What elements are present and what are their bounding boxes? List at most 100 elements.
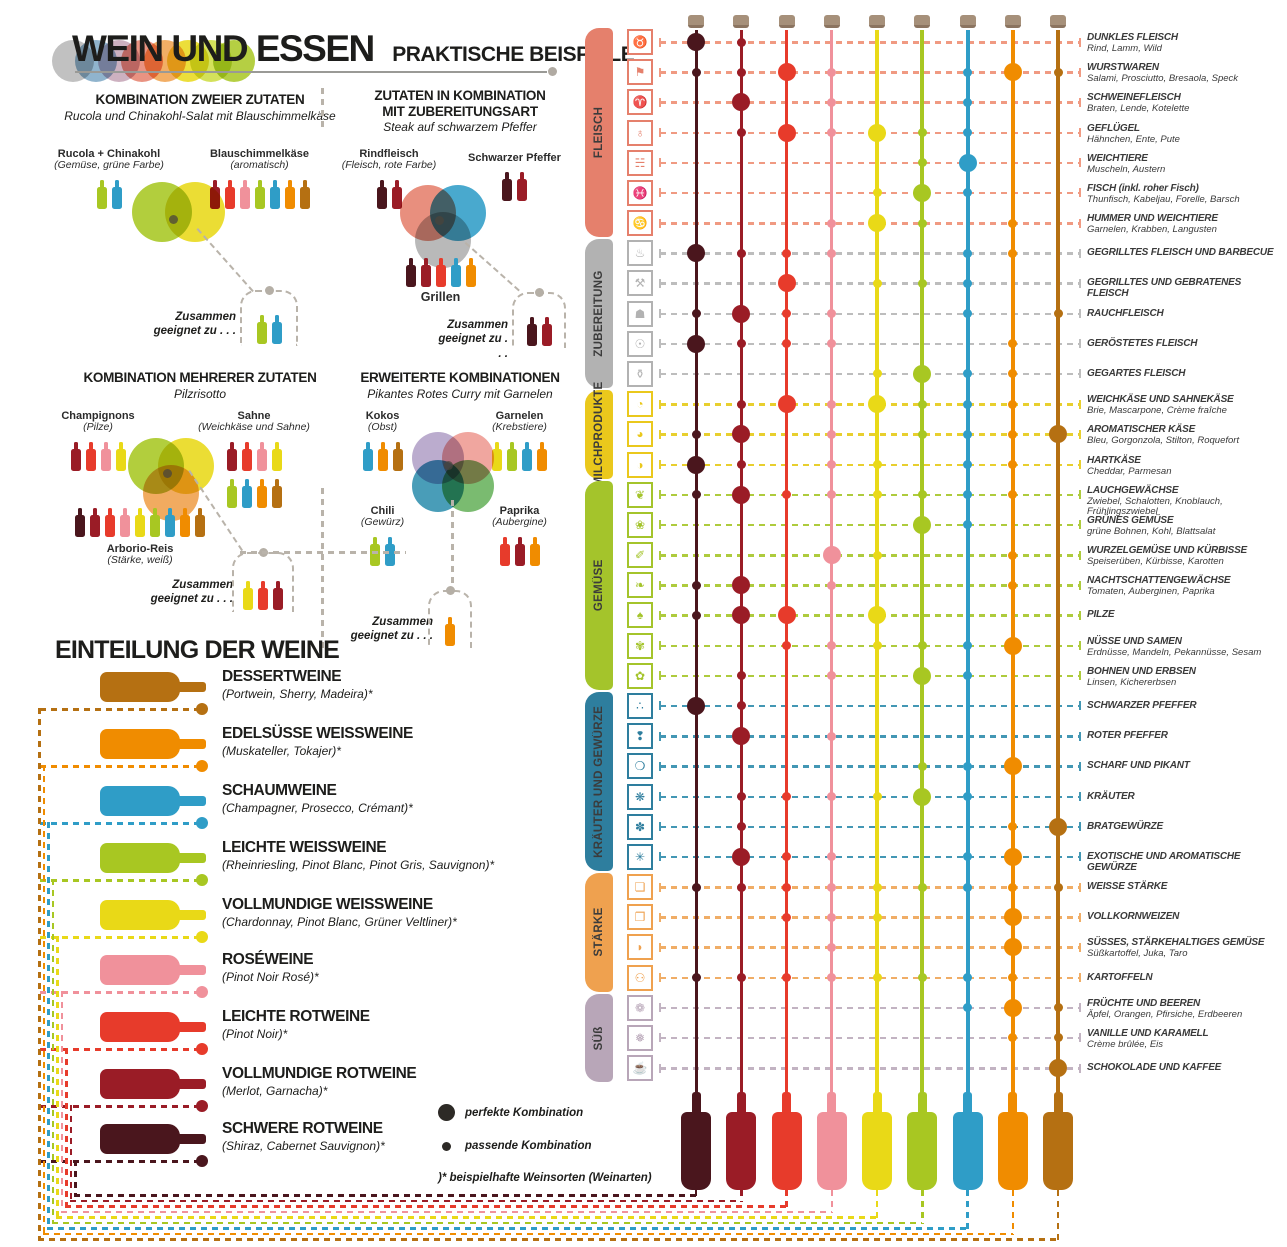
- perfect-combination-dot: [687, 33, 705, 51]
- fitting-combination-dot: [872, 278, 882, 288]
- food-row-label: WEICHKÄSE UND SAHNEKÄSE Brie, Mascarpone,…: [1087, 394, 1285, 416]
- wine-dashed-line: [40, 1160, 198, 1163]
- fitting-combination-dot: [736, 339, 746, 349]
- fitting-combination-dot: [872, 882, 882, 892]
- bus-horizontal: [47, 1227, 968, 1230]
- row-tick-right: [1079, 460, 1081, 470]
- wine-bottle-horizontal: [100, 1069, 206, 1099]
- fitting-combination-dot: [963, 399, 972, 409]
- food-row-label: VOLLKORNWEIZEN: [1087, 911, 1285, 922]
- row-tick-left: [659, 520, 661, 530]
- fitting-combination-dot: [1008, 339, 1018, 349]
- fitting-combination-dot: [1008, 460, 1018, 470]
- food-name: GRÜNES GEMÜSE: [1087, 514, 1174, 526]
- fitting-combination-dot: [827, 309, 837, 319]
- bus-vertical: [56, 936, 59, 1216]
- wine-name: ROSÉWEINE: [222, 951, 314, 968]
- perfect-combination-dot: [687, 455, 705, 474]
- fitting-combination-dot: [1008, 580, 1018, 590]
- fitting-combination-dot: [736, 248, 746, 258]
- fitting-combination-dot: [1008, 550, 1018, 560]
- result-label: Zusammen geeignet zu . . .: [438, 319, 508, 360]
- fitting-combination-dot: [827, 429, 837, 439]
- row-tick-right: [1079, 671, 1081, 681]
- wine-text: VOLLMUNDIGE ROTWEINE (Merlot, Garnacha)*: [222, 1065, 542, 1098]
- bus-column-stub: [740, 1190, 743, 1202]
- panel-heading: KOMBINATION MEHRERER ZUTATEN: [60, 370, 340, 386]
- fitting-combination-dot: [827, 128, 837, 138]
- wine-bottle-mini: [241, 441, 252, 471]
- wine-line-dot: [196, 703, 208, 715]
- pairing-row-line: [660, 101, 1080, 104]
- fitting-combination-dot: [963, 97, 972, 107]
- food-row-label: HUMMER UND WEICHTIERE Garnelen, Krabben, …: [1087, 213, 1285, 235]
- fitting-combination-dot: [917, 882, 927, 892]
- fitting-combination-dot: [917, 218, 927, 228]
- row-tick-left: [659, 37, 661, 47]
- fitting-combination-dot: [827, 912, 837, 922]
- bus-column-stub: [921, 1190, 924, 1224]
- food-name: GEGRILLTES UND GEBRATENES FLEISCH: [1087, 277, 1242, 300]
- title-circle: [213, 40, 255, 82]
- row-tick-left: [659, 822, 661, 832]
- black-pepper-icon: ∴: [627, 692, 653, 719]
- perfect-combination-dot: [1049, 817, 1067, 836]
- bottle-row: [378, 257, 503, 287]
- bus-horizontal: [65, 1205, 787, 1208]
- row-tick-left: [659, 852, 661, 862]
- cork-icon: [1050, 15, 1066, 28]
- food-name: NACHTSCHATTENGEWÄCHSE: [1087, 575, 1231, 587]
- wine-text: SCHWERE ROTWEINE (Shiraz, Cabernet Sauvig…: [222, 1120, 542, 1153]
- category-band-milchprodukte: MILCHPRODUKTE: [585, 382, 613, 487]
- legend-footnote: )* beispielhafte Weinsorten (Weinarten): [438, 1172, 652, 1184]
- fitting-combination-dot: [736, 701, 746, 711]
- row-tick-right: [1079, 158, 1081, 168]
- food-name: AROMATISCHER KÄSE: [1087, 424, 1196, 436]
- bus-column-stub: [694, 1190, 698, 1196]
- ingredient-note: (Stärke, weiß): [107, 554, 173, 567]
- food-row-label: NÜSSE UND SAMEN Erdnüsse, Mandeln, Pekann…: [1087, 636, 1285, 658]
- row-tick-right: [1079, 369, 1081, 379]
- food-name: WEISSE STÄRKE: [1087, 881, 1168, 893]
- ingredient-garnelen: Garnelen (Krebstiere): [462, 410, 577, 471]
- food-sub: Äpfel, Orangen, Pfirsiche, Erdbeeren: [1087, 1008, 1243, 1020]
- fitting-combination-dot: [963, 490, 972, 500]
- row-tick-left: [659, 550, 661, 560]
- wine-list-item-vollmundige_weiss: VOLLMUNDIGE WEISSWEINE (Chardonnay, Pinot…: [100, 896, 457, 930]
- fitting-combination-dot: [1008, 973, 1018, 983]
- wine-dashed-line: [40, 936, 198, 939]
- bus-column-stub: [830, 1190, 833, 1213]
- wine-bottle-mini: [465, 258, 476, 287]
- pairing-row-line: [660, 1036, 1080, 1040]
- row-tick-left: [659, 490, 661, 500]
- wine-line-dot: [196, 1155, 208, 1167]
- row-tick-left: [659, 792, 661, 801]
- pairing-row-line: [660, 1067, 1080, 1070]
- result-bracket: [428, 586, 472, 648]
- fitting-combination-dot: [1053, 67, 1063, 77]
- wine-name: LEICHTE WEISSWEINE: [222, 839, 387, 856]
- food-sub: Cheddar, Parmesan: [1087, 465, 1172, 477]
- wine-bottle-mini: [377, 441, 388, 471]
- food-sub: Hähnchen, Ente, Pute: [1087, 133, 1180, 145]
- bus-vertical: [42, 765, 45, 1233]
- ingredient-name: Chili: [370, 505, 395, 517]
- food-name: HUMMER UND WEICHTIERE: [1087, 213, 1218, 225]
- panel-subtitle: Pikantes Rotes Curry mit Garnelen: [367, 386, 553, 401]
- page-title-row: WEIN UND ESSEN PRAKTISCHE BEISPIELE: [72, 28, 635, 70]
- wine-bottle-mini: [150, 508, 160, 537]
- wine-dashed-line: [40, 991, 198, 994]
- row-tick-right: [1079, 248, 1081, 258]
- food-name: WURSTWAREN: [1087, 62, 1159, 74]
- wine-bottle-mini: [299, 179, 310, 209]
- food-name: VANILLE UND KARAMELL: [1087, 1027, 1209, 1039]
- wine-examples: (Portwein, Sherry, Madeira)*: [222, 687, 373, 702]
- row-tick-left: [659, 1003, 661, 1013]
- panel-heading: KOMBINATION ZWEIER ZUTATEN: [60, 92, 340, 108]
- perfect-combination-dot: [732, 847, 751, 866]
- ingredient-champignons: Champignons (Pilze): [42, 410, 154, 471]
- fitting-combination-dot: [872, 188, 882, 198]
- bottle-row: [462, 536, 577, 566]
- bottle-row: [462, 441, 577, 471]
- ingredient-note: (Gemüse, grüne Farbe): [54, 159, 164, 172]
